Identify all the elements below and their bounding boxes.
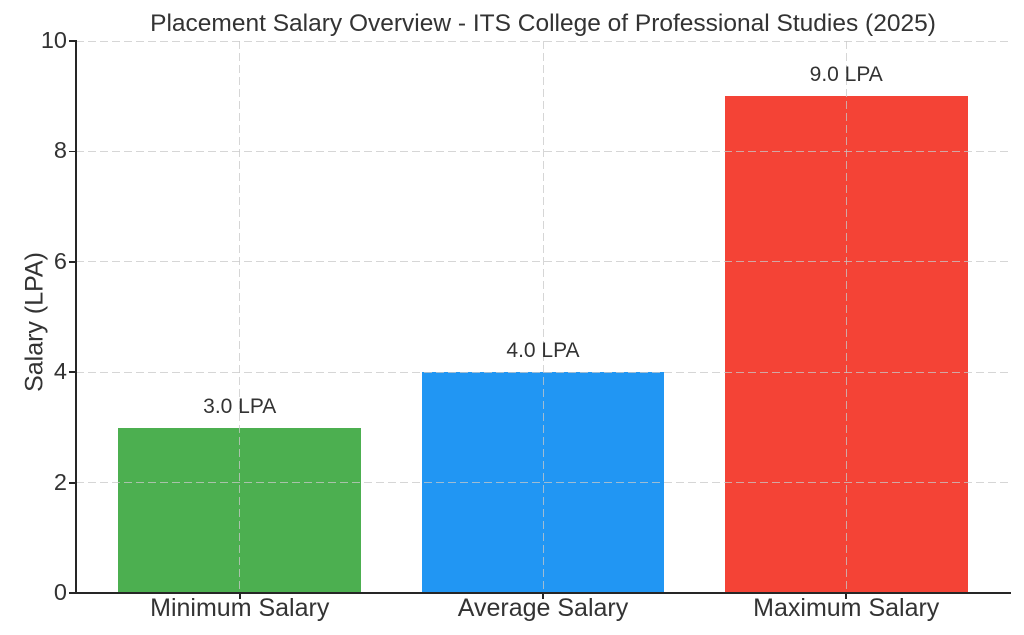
x-tick-mark (845, 594, 848, 600)
y-tick-mark (69, 371, 75, 374)
x-axis-spine (75, 592, 1011, 595)
bar-value-label: 4.0 LPA (506, 339, 580, 363)
y-tick-label: 8 (53, 137, 67, 164)
y-tick-mark (69, 150, 75, 153)
y-tick-mark (69, 40, 75, 42)
y-tick-label: 6 (53, 247, 67, 274)
bar-value-label: 3.0 LPA (203, 394, 277, 418)
y-axis-spine (75, 40, 77, 595)
y-tick-mark (69, 592, 75, 595)
y-tick-mark (69, 261, 75, 263)
y-tick-label: 10 (40, 26, 67, 53)
x-tick-mark (238, 594, 241, 600)
bar-value-label: 9.0 LPA (809, 63, 883, 87)
gridline-vertical (239, 41, 241, 594)
plot-area (76, 40, 1010, 594)
gridline-vertical (845, 41, 847, 594)
y-tick-label: 2 (53, 468, 67, 495)
chart-title: Placement Salary Overview - ITS College … (150, 10, 936, 37)
x-tick-mark (542, 594, 544, 600)
y-tick-label: 0 (53, 579, 67, 605)
y-tick-label: 4 (53, 358, 67, 385)
y-tick-mark (69, 481, 75, 484)
gridline-vertical (542, 41, 544, 594)
